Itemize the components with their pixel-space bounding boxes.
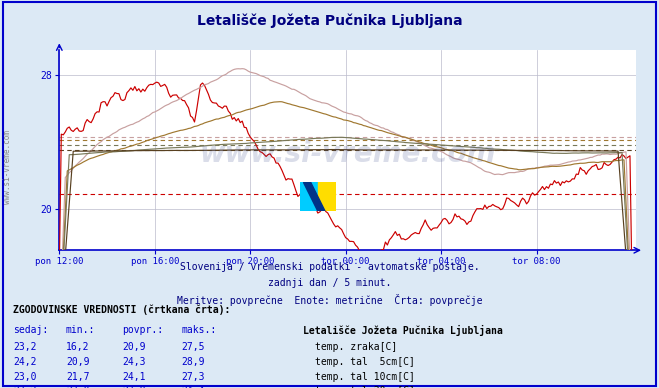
Text: 23,2: 23,2 xyxy=(13,342,37,352)
Bar xyxy=(300,182,318,211)
Text: 20,9: 20,9 xyxy=(66,357,90,367)
Text: 23,0: 23,0 xyxy=(13,372,37,382)
Text: Slovenija / vremenski podatki - avtomatske postaje.: Slovenija / vremenski podatki - avtomats… xyxy=(180,262,479,272)
Polygon shape xyxy=(304,182,326,211)
Text: 24,1: 24,1 xyxy=(122,372,146,382)
Text: temp. tal  5cm[C]: temp. tal 5cm[C] xyxy=(315,357,415,367)
Text: 23,8: 23,8 xyxy=(122,386,146,388)
Bar xyxy=(318,182,336,211)
Text: 28,9: 28,9 xyxy=(181,357,205,367)
Text: zadnji dan / 5 minut.: zadnji dan / 5 minut. xyxy=(268,278,391,288)
Text: povpr.:: povpr.: xyxy=(122,325,163,335)
Text: www.si-vreme.com: www.si-vreme.com xyxy=(3,130,13,204)
Text: www.si-vreme.com: www.si-vreme.com xyxy=(200,140,496,168)
Text: 24,4: 24,4 xyxy=(181,386,205,388)
Text: 27,3: 27,3 xyxy=(181,372,205,382)
Text: Letališče Jožeta Pučnika Ljubljana: Letališče Jožeta Pučnika Ljubljana xyxy=(303,325,503,336)
Text: sedaj:: sedaj: xyxy=(13,325,48,335)
Text: maks.:: maks.: xyxy=(181,325,216,335)
Text: 27,5: 27,5 xyxy=(181,342,205,352)
Text: temp. tal 10cm[C]: temp. tal 10cm[C] xyxy=(315,372,415,382)
Text: Meritve: povprečne  Enote: metrične  Črta: povprečje: Meritve: povprečne Enote: metrične Črta:… xyxy=(177,294,482,307)
Text: 21,7: 21,7 xyxy=(66,372,90,382)
Text: 23,0: 23,0 xyxy=(66,386,90,388)
Text: temp. tal 30cm[C]: temp. tal 30cm[C] xyxy=(315,386,415,388)
Text: 24,3: 24,3 xyxy=(122,357,146,367)
Text: ZGODOVINSKE VREDNOSTI (črtkana črta):: ZGODOVINSKE VREDNOSTI (črtkana črta): xyxy=(13,305,231,315)
Text: 20,9: 20,9 xyxy=(122,342,146,352)
Text: temp. zraka[C]: temp. zraka[C] xyxy=(315,342,397,352)
Text: 24,2: 24,2 xyxy=(13,357,37,367)
Text: Letališče Jožeta Pučnika Ljubljana: Letališče Jožeta Pučnika Ljubljana xyxy=(196,14,463,28)
Text: 23,3: 23,3 xyxy=(13,386,37,388)
Text: 16,2: 16,2 xyxy=(66,342,90,352)
Text: min.:: min.: xyxy=(66,325,96,335)
